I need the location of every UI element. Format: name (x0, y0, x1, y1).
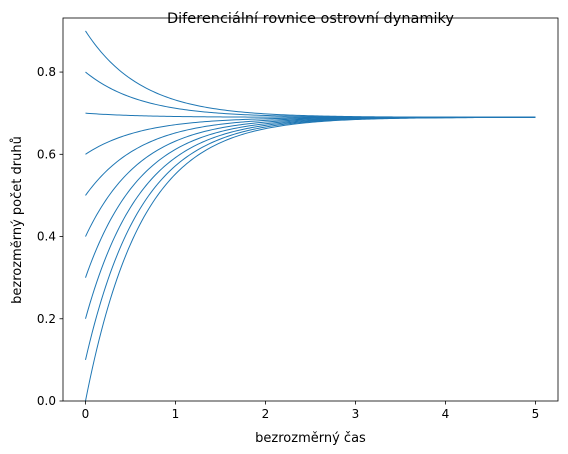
x-tick-label: 0 (82, 407, 90, 421)
y-axis-label: bezrozměrný počet druhů (10, 136, 25, 304)
x-axis-ticks: 0 1 2 3 4 5 (82, 401, 540, 421)
x-tick-label: 2 (262, 407, 270, 421)
plot-area (63, 18, 558, 401)
y-tick-label: 0.2 (37, 312, 56, 326)
y-tick-label: 0.0 (37, 394, 56, 408)
y-axis-ticks: 0.0 0.2 0.4 0.6 0.8 (37, 65, 63, 408)
x-tick-label: 5 (532, 407, 540, 421)
y-tick-label: 0.4 (37, 230, 56, 244)
chart-title: Diferenciální rovnice ostrovní dynamiky (167, 11, 454, 27)
y-tick-label: 0.8 (37, 65, 56, 79)
x-tick-label: 1 (172, 407, 180, 421)
x-axis-label: bezrozměrný čas (255, 431, 366, 446)
x-tick-label: 3 (352, 407, 360, 421)
y-tick-label: 0.6 (37, 147, 56, 161)
x-tick-label: 4 (442, 407, 450, 421)
